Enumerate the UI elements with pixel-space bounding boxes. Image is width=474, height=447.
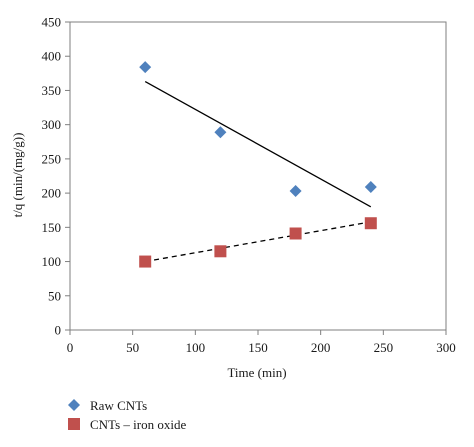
legend-label-cnts-iron-oxide: CNTs – iron oxide [90,417,186,432]
data-point-series-1 [289,227,302,240]
legend-marker-diamond [68,399,80,411]
y-tick-label: 250 [42,151,62,166]
x-tick-label: 0 [67,340,74,355]
trendline-series-1 [145,221,371,263]
data-point-series-0 [214,126,227,139]
x-tick-label: 200 [311,340,331,355]
legend-label-raw-cnts: Raw CNTs [90,398,147,413]
y-tick-label: 400 [42,49,62,64]
plot-frame [69,21,447,331]
data-point-series-1 [214,245,227,258]
data-point-series-0 [139,61,152,74]
x-axis-ticks: 0 50 100 150 200 250 300 [67,330,456,355]
legend-marker-square [68,418,80,430]
data-point-series-1 [364,217,377,230]
data-point-series-1 [139,255,152,268]
legend: Raw CNTs CNTs – iron oxide [68,398,186,432]
y-tick-label: 150 [42,220,62,235]
y-tick-label: 50 [48,288,61,303]
x-tick-label: 100 [186,340,206,355]
y-axis-ticks: 0 50 100 150 200 250 300 350 400 450 [42,15,70,338]
data-point-series-0 [289,185,302,198]
trendline-series-0 [144,80,372,208]
x-tick-label: 300 [436,340,456,355]
y-tick-label: 0 [55,323,62,338]
y-tick-label: 350 [42,83,62,98]
y-tick-label: 200 [42,186,62,201]
data-point-series-0 [364,180,377,193]
x-tick-label: 150 [248,340,268,355]
y-tick-label: 450 [42,15,62,30]
trendlines [144,80,372,263]
x-tick-label: 50 [126,340,139,355]
legend-item-raw-cnts: Raw CNTs [68,398,147,413]
legend-item-cnts-iron-oxide: CNTs – iron oxide [68,417,186,432]
x-tick-label: 250 [374,340,394,355]
x-axis-title: Time (min) [227,365,286,380]
legend-symbol [68,418,80,430]
plot-area-border [69,21,447,331]
y-tick-label: 300 [42,117,62,132]
legend-symbol [68,399,80,411]
y-axis-title: t/q (min/(mg/g)) [10,133,25,218]
y-tick-label: 100 [42,254,62,269]
data-points [139,61,377,268]
